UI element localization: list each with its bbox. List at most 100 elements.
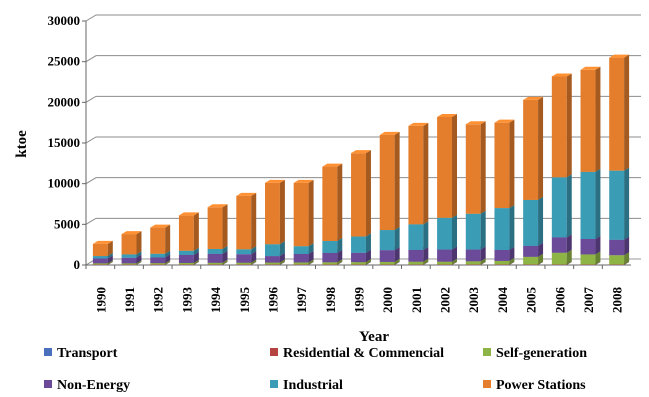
bar-segment [494, 260, 510, 265]
bar-segment-side [107, 240, 113, 257]
bar-segment [207, 248, 223, 254]
x-tick-label: 1992 [151, 287, 166, 313]
bar-segment-side [538, 242, 544, 257]
bar-segment [150, 257, 166, 264]
bar-segment-side [251, 259, 257, 265]
bar-segment [437, 249, 453, 262]
bar-segment-side [452, 258, 458, 265]
y-tick-label: 10000 [48, 176, 81, 191]
bar-segment-side [337, 163, 343, 242]
bar-segment [609, 170, 625, 240]
bar-segment [293, 182, 309, 247]
bar-segment-side [509, 205, 515, 250]
bar-segment [150, 263, 166, 265]
bar-segment-side [222, 259, 228, 265]
bar-segment-side [136, 261, 142, 265]
bar-segment [551, 76, 567, 178]
bar-segment-side [279, 179, 285, 245]
bar-segment-side [165, 224, 171, 254]
bar-segment [264, 262, 280, 265]
bars [92, 54, 630, 266]
bar-segment [207, 262, 223, 265]
bar-segment-side [595, 168, 601, 239]
x-tick-label: 1998 [323, 287, 338, 314]
bar-segment-side [308, 259, 314, 265]
bar-segment [236, 195, 252, 250]
bar-segment-top [351, 150, 371, 154]
bar-segment-side [423, 261, 429, 265]
x-axis-title: Year [359, 329, 389, 345]
bar-segment [264, 256, 280, 263]
bar-segment [293, 264, 309, 266]
bar-segment-side [624, 261, 630, 265]
bar-segment [379, 261, 395, 265]
bar-segment-top [523, 96, 544, 100]
bar-segment [523, 264, 539, 266]
bar-segment-side [624, 54, 630, 171]
legend-swatch [270, 348, 278, 356]
bar-segment-side [251, 261, 257, 265]
y-tick-labels: 0 5000 10000 15000 20000 25000 30000 [48, 13, 81, 272]
bar-segment [293, 246, 309, 254]
bar-segment-side [394, 258, 400, 265]
bar-segment [465, 261, 481, 265]
bar-segment [523, 245, 539, 257]
x-tick-label: 1996 [265, 287, 280, 314]
bar-segment-side [595, 66, 601, 172]
bar-segment [121, 234, 137, 255]
bar-segment-side [136, 260, 142, 265]
bar-segment-side [480, 258, 486, 265]
bar-segment [580, 264, 596, 266]
bar-segment [351, 153, 366, 237]
bar-segment-side [595, 235, 601, 255]
bar-segment-side [452, 261, 458, 265]
bar-segment-side [624, 167, 630, 240]
bar-segment-side [452, 113, 458, 218]
bar-segment [494, 208, 510, 250]
legend-swatch [270, 380, 278, 388]
bar-segment-side [279, 261, 285, 265]
bar-segment [351, 262, 366, 265]
bar-segment-side [279, 259, 285, 265]
bar-segment-top [580, 66, 601, 70]
bar-segment [150, 264, 166, 266]
bar-segment [322, 166, 338, 242]
bar-segment [379, 230, 395, 251]
legend-label: Self-generation [496, 346, 587, 361]
bar-segment-side [509, 257, 515, 265]
bar-segment-side [509, 261, 515, 265]
bar-segment-side [165, 261, 171, 265]
bar-segment [609, 264, 625, 266]
x-tick-label: 1990 [93, 287, 108, 313]
gridline [85, 177, 641, 185]
bar-segment-side [480, 121, 486, 214]
bar-segment-side [279, 241, 285, 257]
bar-segment [551, 252, 567, 265]
gridline [85, 14, 641, 22]
bar-segment [580, 69, 596, 172]
bar-segment-side [222, 250, 228, 263]
x-tick-label: 1999 [352, 287, 367, 314]
bar-segment [408, 125, 424, 225]
bar-segment-side [423, 261, 429, 265]
x-tick-label: 1993 [179, 287, 194, 314]
bar-segment [465, 213, 481, 250]
bar-segment [494, 122, 510, 209]
bar-segment [437, 261, 453, 265]
bar-segment [379, 264, 395, 266]
bar-segment-side [566, 261, 572, 265]
gridline [85, 217, 641, 225]
bar-segment-side [107, 261, 113, 265]
bar-segment [437, 116, 453, 218]
bar-segment-side [308, 243, 314, 254]
x-tick-label: 2001 [409, 287, 424, 313]
bar-segment [523, 99, 539, 200]
bar-segment-side [480, 261, 486, 265]
bar-segment-side [193, 212, 199, 251]
bar-segment-side [423, 246, 429, 262]
bar-segment [465, 249, 481, 262]
y-axis-title: ktoe [14, 130, 30, 158]
bar-segment [551, 264, 567, 266]
bar-segment-side [595, 251, 601, 265]
bar-segment-side [624, 236, 630, 256]
